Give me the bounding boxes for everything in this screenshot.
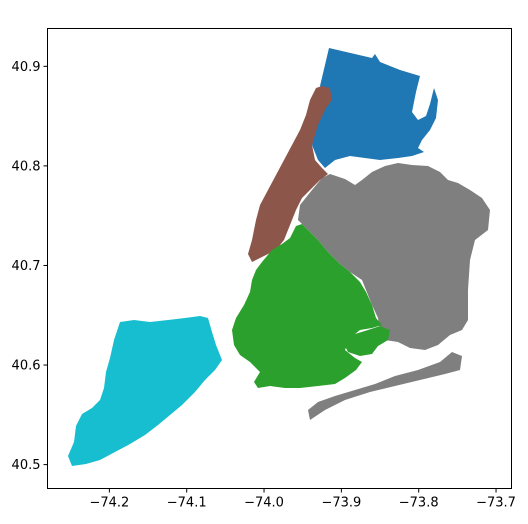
x-tick-label: −74.0 [244, 496, 284, 511]
region-queens [298, 163, 490, 350]
y-tick-label: 40.7 [12, 259, 41, 274]
x-tick-label: −73.7 [476, 496, 516, 511]
region-brooklyn [232, 224, 382, 388]
region-brooklyn-islands [342, 326, 390, 356]
x-tick-label: −74.2 [89, 496, 129, 511]
region-queens-rockaway [308, 352, 462, 420]
map-regions [68, 48, 490, 466]
y-tick-label: 40.6 [12, 359, 41, 374]
plot-frame [47, 28, 512, 489]
plot-border [47, 28, 512, 489]
region-bronx [312, 48, 438, 168]
y-axis: 40.5 40.6 40.7 40.8 40.9 [12, 60, 48, 473]
y-tick-label: 40.8 [12, 159, 41, 174]
y-tick-label: 40.5 [12, 458, 41, 473]
region-staten-island [68, 316, 222, 466]
x-tick-label: −74.1 [167, 496, 207, 511]
x-axis: −74.2 −74.1 −74.0 −73.9 −73.8 −73.7 [89, 488, 516, 511]
y-tick-label: 40.9 [12, 60, 41, 75]
region-manhattan [248, 86, 332, 262]
x-tick-label: −73.8 [399, 496, 439, 511]
x-tick-label: −73.9 [321, 496, 361, 511]
